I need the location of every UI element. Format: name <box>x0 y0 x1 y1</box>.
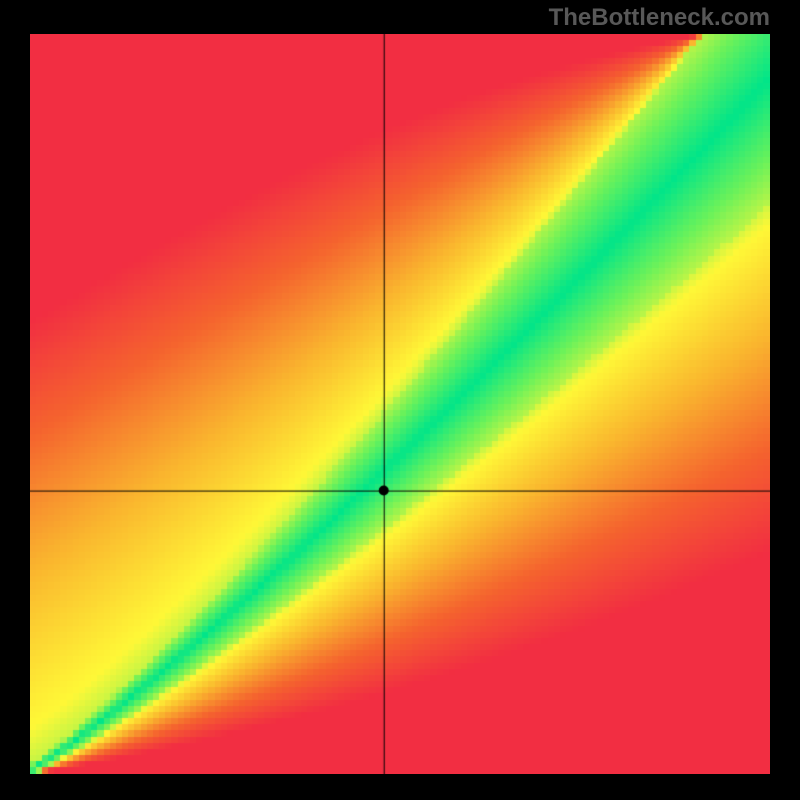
watermark-text: TheBottleneck.com <box>549 4 770 32</box>
bottleneck-heatmap <box>30 34 770 774</box>
chart-frame: TheBottleneck.com <box>0 0 800 800</box>
